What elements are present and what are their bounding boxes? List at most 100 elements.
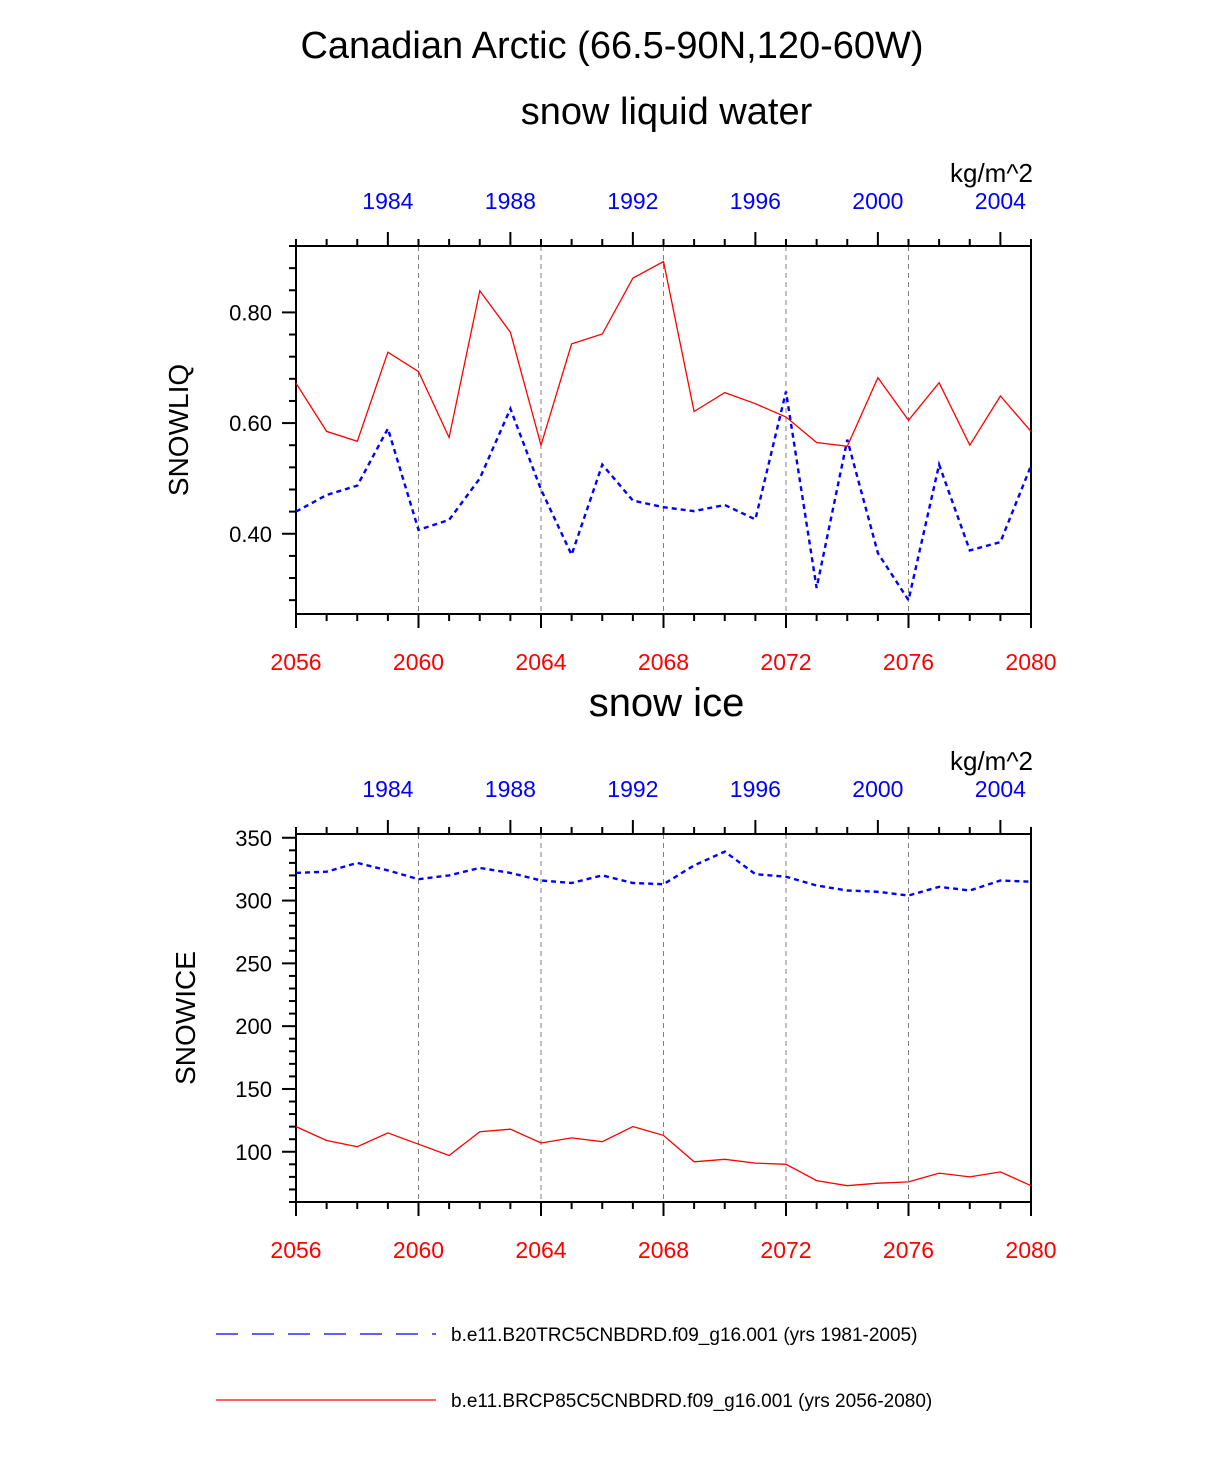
data-point [508,407,512,411]
x-tick-label-top: 1996 [730,776,781,802]
x-tick-label-top: 1992 [607,188,658,214]
data-point [570,1136,574,1140]
data-point [907,598,911,602]
x-tick-label-top: 1988 [485,188,536,214]
x-tick-label-top: 1992 [607,776,658,802]
data-point [325,870,329,874]
panel-snowice: snow ice kg/m^2 SNOWICE 2056 2060 2064 2068 207… [170,681,1057,1263]
x-tick-label-top: 1988 [485,776,536,802]
data-point [417,1142,421,1146]
x-tick-label-bottom: 2068 [638,1237,689,1263]
data-point [294,510,298,514]
data-point [1029,1184,1033,1188]
data-point [692,509,696,513]
x-tick-label-bottom: 2056 [270,649,321,675]
data-point [325,1139,329,1143]
data-point [907,418,911,422]
data-point [876,890,880,894]
data-point [325,493,329,497]
figure-title: Canadian Arctic (66.5-90N,120-60W) [300,25,923,67]
data-point [478,289,482,293]
data-point [845,1184,849,1188]
x-tick-label-top: 1984 [362,776,413,802]
data-point [478,476,482,480]
data-point [662,1133,666,1137]
data-point [478,866,482,870]
data-point [815,586,819,590]
data-point [845,444,849,448]
x-tick-label-top: 2004 [975,776,1026,802]
data-point [600,332,604,336]
x-tick-label-bottom: 2060 [393,1237,444,1263]
data-point [508,330,512,334]
data-point [355,439,359,443]
data-point [692,410,696,414]
y-tick-label: 0.80 [229,300,272,325]
data-point [600,1140,604,1144]
data-point [508,1127,512,1131]
data-point [355,1145,359,1149]
data-point [845,438,849,442]
y-tick-label: 0.60 [229,411,272,436]
data-point [386,868,390,872]
series-line-red [295,260,1032,448]
data-point [662,882,666,886]
panel-title: snow ice [589,681,745,725]
x-tick-label-top: 2004 [975,188,1026,214]
units-label: kg/m^2 [950,158,1033,188]
legend-label: b.e11.BRCP85C5CNBDRD.f09_g16.001 (yrs 20… [451,1391,932,1412]
data-point [723,1157,727,1161]
x-tick-label-bottom: 2064 [515,649,566,675]
data-point [845,889,849,893]
y-tick-label: 200 [235,1014,272,1039]
x-tick-label-bottom: 2072 [760,1237,811,1263]
data-point [876,551,880,555]
units-label: kg/m^2 [950,746,1033,776]
data-point [662,260,666,264]
data-point [784,875,788,879]
y-tick-label: 250 [235,951,272,976]
x-tick-label-top: 2000 [852,188,903,214]
data-point [753,402,757,406]
data-point [998,394,1002,398]
data-point [907,1180,911,1184]
data-point [1029,464,1033,468]
data-point [723,850,727,854]
y-axis-label: SNOWLIQ [163,364,194,496]
x-tick-label-bottom: 2080 [1005,649,1056,675]
x-tick-label-bottom: 2080 [1005,1237,1056,1263]
series-line-blue [295,391,1033,604]
data-point [570,881,574,885]
legend: b.e11.B20TRC5CNBDRD.f09_g16.001 (yrs 198… [216,1325,932,1412]
data-point [600,873,604,877]
x-tick-label-top: 2000 [852,776,903,802]
data-point [815,1179,819,1183]
data-point [753,517,757,521]
data-point [386,350,390,354]
data-point [876,376,880,380]
data-point [815,884,819,888]
data-point [325,429,329,433]
data-point [570,553,574,557]
data-point [417,370,421,374]
y-tick-label: 0.40 [229,522,272,547]
x-tick-label-top: 1996 [730,188,781,214]
data-point [294,871,298,875]
data-point [631,276,635,280]
x-tick-label-top: 1984 [362,188,413,214]
data-point [784,415,788,419]
data-point [998,879,1002,883]
data-point [447,518,451,522]
data-point [294,381,298,385]
data-point [447,873,451,877]
data-point [1029,429,1033,433]
data-point [417,877,421,881]
data-point [508,871,512,875]
data-point [447,1154,451,1158]
data-point [968,548,972,552]
data-point [447,436,451,440]
data-point [784,1162,788,1166]
data-point [937,381,941,385]
data-point [539,488,543,492]
data-point [937,463,941,467]
